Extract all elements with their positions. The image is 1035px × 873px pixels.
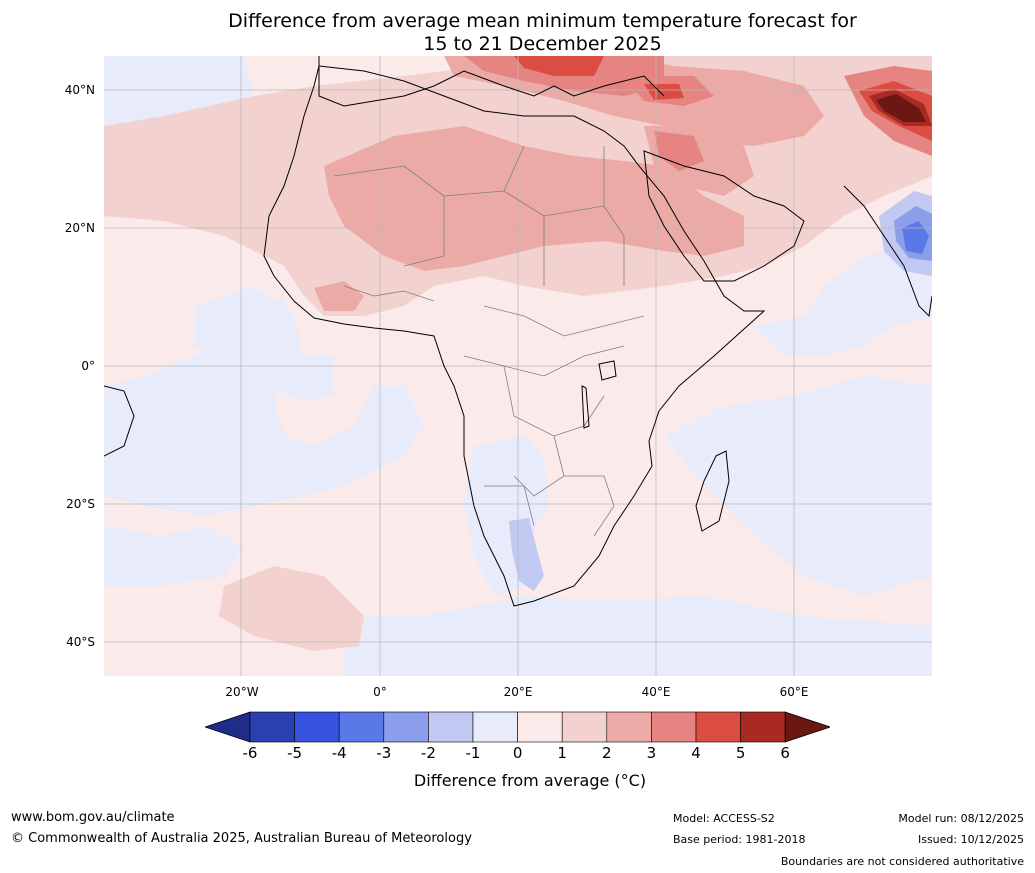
arabian-sea-cool-patch	[754, 246, 932, 356]
colorbar-tick-label: -3	[376, 744, 392, 762]
map-title-line2: 15 to 21 December 2025	[423, 33, 662, 55]
lon-label-60e: 60°E	[779, 685, 809, 699]
footer-base-period: Base period: 1981-2018	[673, 833, 806, 846]
southern-africa-cool-area	[464, 436, 549, 596]
lat-label-0: 0°	[81, 359, 95, 373]
lon-label-0: 0°	[373, 685, 387, 699]
africa-coastline	[263, 65, 766, 607]
colorbar-tick-label: 2	[602, 744, 612, 762]
colorbar-tick-label: 4	[691, 744, 701, 762]
footer-website: www.bom.gov.au/climate	[11, 810, 175, 825]
india-cool-core	[902, 221, 929, 254]
lake-victoria	[598, 360, 617, 381]
lat-label-40n: 40°N	[64, 83, 95, 97]
madagascar-coastline	[695, 450, 730, 532]
himalaya-warm-core	[876, 94, 926, 122]
footer-model: Model: ACCESS-S2	[673, 812, 775, 825]
colorbar	[205, 711, 830, 743]
lon-label-20e: 20°E	[503, 685, 533, 699]
colorbar-extend-high	[784, 711, 830, 743]
colorbar-segment	[428, 711, 474, 743]
lon-label-40e: 40°E	[641, 685, 671, 699]
anatolia-warm-core	[514, 56, 604, 76]
colorbar-segment	[561, 711, 608, 743]
colorbar-segment	[651, 711, 697, 743]
iraq-warm-area	[654, 131, 704, 171]
colorbar-tick-label: -4	[331, 744, 347, 762]
sahara-warm-area	[324, 126, 744, 271]
colorbar-tick-label: 1	[557, 744, 567, 762]
arabian-peninsula-coastline	[643, 150, 805, 282]
tropical-atlantic-cool-patch	[194, 286, 334, 401]
south-atlantic-cool-band	[104, 526, 244, 586]
colorbar-tick-label: -2	[420, 744, 436, 762]
colorbar-segment	[740, 711, 786, 743]
colorbar-segment	[338, 711, 385, 743]
lake-tanganyika	[581, 385, 590, 429]
temperature-anomaly-map	[104, 56, 932, 676]
coastlines	[104, 56, 932, 607]
footer-model-run: Model run: 08/12/2025	[898, 812, 1024, 825]
colorbar-tick-label: 6	[780, 744, 790, 762]
colorbar-label: Difference from average (°C)	[413, 771, 647, 790]
south-atlantic-warm-blob	[219, 566, 364, 651]
colorbar-segment	[606, 711, 652, 743]
footer-copyright: © Commonwealth of Australia 2025, Austra…	[11, 831, 472, 846]
lon-label-20w: 20°W	[225, 685, 259, 699]
colorbar-segment	[517, 711, 563, 743]
footer-boundaries-note: Boundaries are not considered authoritat…	[780, 855, 1024, 868]
colorbar-segment	[695, 711, 741, 743]
colorbar-segment	[472, 711, 518, 743]
colorbar-segment	[294, 711, 340, 743]
south-america-coastline	[104, 385, 135, 457]
country-borders	[333, 145, 645, 537]
indian-ocean-cool-area	[664, 376, 932, 596]
europe-coastline	[318, 56, 665, 107]
colorbar-tick-label: 0	[512, 744, 523, 762]
caucasus-warm-core	[644, 84, 684, 100]
atlantic-central-cool-area	[104, 296, 424, 516]
lat-label-40s: 40°S	[66, 635, 95, 649]
map-title-line1: Difference from average mean minimum tem…	[228, 10, 857, 32]
india-coastline	[843, 185, 932, 318]
colorbar-tick-label: -1	[465, 744, 481, 762]
map-canvas	[104, 56, 932, 676]
footer-issued: Issued: 10/12/2025	[917, 833, 1024, 846]
colorbar-segment	[383, 711, 429, 743]
colorbar-tick-label: 3	[646, 744, 657, 762]
south-ocean-cool-area	[344, 596, 932, 676]
colorbar-segment	[249, 711, 295, 743]
colorbar-tick-label: -6	[242, 744, 258, 762]
colorbar-extend-low	[205, 711, 251, 743]
lat-label-20n: 20°N	[64, 221, 95, 235]
colorbar-tick-label: 5	[735, 744, 746, 762]
colorbar-tick-label: -5	[287, 744, 303, 762]
lat-label-20s: 20°S	[66, 497, 95, 511]
